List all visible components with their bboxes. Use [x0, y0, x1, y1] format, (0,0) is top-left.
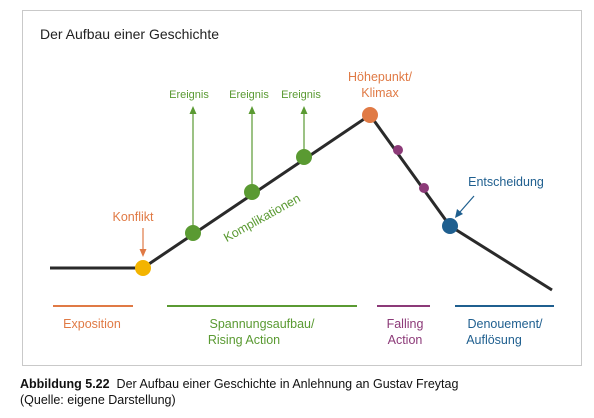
entscheidung-node [442, 218, 458, 234]
ereignis-label-2: Ereignis [229, 89, 269, 101]
ereignis-arrow-2 [248, 106, 256, 192]
konflikt-label: Konflikt [113, 210, 155, 224]
diagram-title: Der Aufbau einer Geschichte [40, 26, 219, 42]
figure-caption: Abbildung 5.22 Der Aufbau einer Geschich… [20, 376, 580, 408]
konflikt-node [135, 260, 151, 276]
entscheidung-arrow [455, 195, 475, 218]
ereignis-node-2 [244, 184, 260, 200]
caption-label: Abbildung 5.22 [20, 377, 110, 391]
denouement-label-line2: Auflösung [466, 333, 522, 347]
ereignis-arrow-1 [189, 106, 197, 233]
rising-action-label-line2: Rising Action [208, 333, 280, 347]
ereignis-label-1: Ereignis [169, 89, 209, 101]
ereignis-node-3 [296, 149, 312, 165]
entscheidung-label: Entscheidung [468, 175, 544, 189]
hoehepunkt-label-line2: Klimax [361, 86, 399, 100]
konflikt-arrow [139, 228, 147, 257]
falling-action-label-line1: Falling [387, 317, 424, 331]
exposition-label: Exposition [63, 317, 121, 331]
ereignis-node-1 [185, 225, 201, 241]
denouement-label-line1: Denouement/ [467, 317, 543, 331]
falling-node-2 [419, 183, 429, 193]
falling-action-label-line2: Action [388, 333, 423, 347]
caption-text: Der Aufbau einer Geschichte in Anlehnung… [116, 377, 459, 391]
hoehepunkt-node [362, 107, 378, 123]
hoehepunkt-label-line1: Höhepunkt/ [348, 70, 412, 84]
ereignis-label-3: Ereignis [281, 89, 321, 101]
caption-source: (Quelle: eigene Darstellung) [20, 393, 176, 407]
falling-node-1 [393, 145, 403, 155]
komplikationen-label: Komplikationen [221, 191, 303, 245]
rising-action-label-line1: Spannungsaufbau/ [210, 317, 315, 331]
